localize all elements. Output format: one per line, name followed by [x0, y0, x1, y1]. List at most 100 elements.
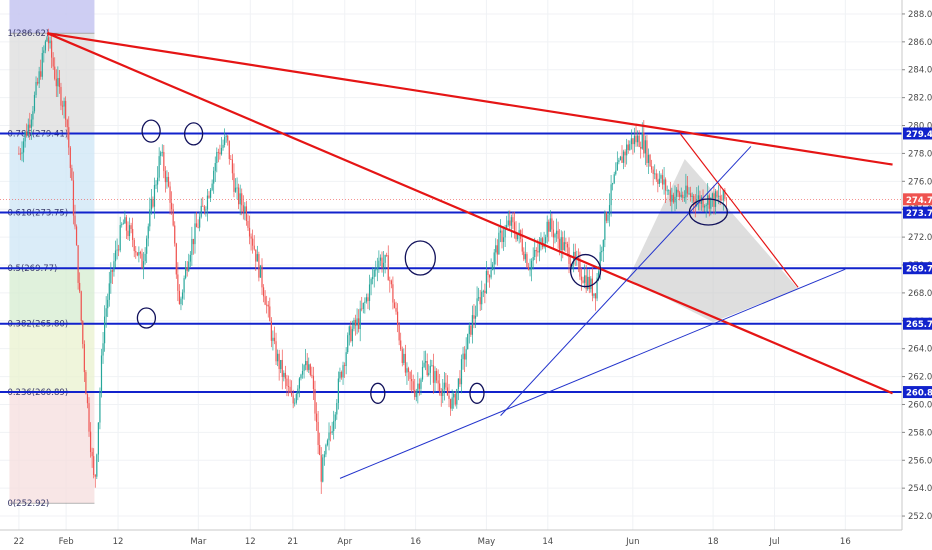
candle-body: [638, 135, 640, 148]
fib-band: [9, 212, 95, 269]
candle-body: [658, 178, 661, 184]
candle-body: [460, 359, 463, 385]
candle-body: [535, 249, 537, 252]
candle-body: [479, 297, 481, 305]
candle-body: [127, 230, 129, 237]
candle-body: [724, 189, 726, 199]
candle-body: [40, 71, 42, 77]
candle-body: [415, 391, 417, 398]
candle-body: [80, 291, 82, 321]
candle-body: [546, 221, 548, 238]
candle-body: [192, 238, 195, 245]
candle-body: [526, 254, 528, 267]
candle-body: [518, 230, 520, 235]
candle-body: [629, 144, 631, 151]
candle-body: [372, 276, 374, 280]
candle-body: [289, 386, 291, 393]
candle-body: [393, 302, 396, 308]
time-tick-label: 16: [410, 537, 421, 547]
candle-body: [596, 277, 598, 299]
price-label-box: [903, 206, 932, 219]
candle-body: [79, 282, 81, 292]
price-tick-label: 258.00: [908, 428, 932, 438]
candle-body: [19, 153, 22, 155]
candle-body: [453, 393, 455, 398]
candle-body: [654, 173, 656, 175]
candle-body: [364, 301, 366, 303]
candle-body: [456, 389, 458, 405]
candle-body: [71, 168, 73, 181]
candle-body: [309, 364, 311, 375]
candle-body: [529, 269, 531, 271]
candle-body: [693, 195, 695, 202]
candle-body: [347, 335, 349, 353]
candle-body: [719, 195, 721, 200]
candle-body: [506, 224, 508, 228]
candle-body: [510, 217, 512, 226]
candle-body: [605, 212, 608, 221]
price-tick-label: 260.00: [908, 400, 932, 410]
candle-body: [665, 179, 667, 191]
candle-body: [440, 391, 442, 396]
candle-body: [557, 230, 559, 239]
candle-body: [439, 383, 441, 392]
candle-body: [640, 147, 642, 149]
candle-body: [523, 251, 525, 260]
candle-body: [476, 298, 478, 316]
candle-body: [317, 421, 319, 445]
candle-body: [241, 193, 243, 206]
price-tick-label: 288.00: [908, 10, 932, 20]
candle-body: [18, 153, 20, 155]
candle-body: [208, 195, 210, 198]
candle-body: [487, 271, 489, 276]
candle-body: [130, 225, 132, 229]
time-tick-label: 14: [542, 537, 553, 547]
candle-body: [552, 229, 555, 238]
candle-body: [280, 359, 282, 370]
candle-body: [49, 40, 51, 44]
candle-body: [85, 372, 87, 395]
candle-body: [121, 224, 123, 226]
candle-body: [537, 251, 539, 253]
candle-body: [340, 371, 343, 378]
candle-body: [30, 119, 32, 128]
candle-body: [725, 198, 728, 200]
candle-body: [234, 187, 237, 192]
candle-body: [181, 292, 184, 299]
time-axis-bg: [0, 530, 932, 550]
candle-body: [446, 387, 449, 396]
candle-body: [253, 245, 255, 250]
trend-line: [47, 32, 893, 166]
candle-body: [516, 234, 519, 240]
candle-body: [72, 180, 75, 216]
time-axis: 22 Feb 12 Mar 12 21 Apr 16 May 14 Jun 18 Jul 16: [0, 529, 932, 550]
candle-body: [144, 253, 146, 262]
candle-body: [118, 249, 120, 251]
candle-body: [36, 81, 39, 84]
candle-body: [186, 267, 188, 271]
candle-body: [216, 151, 218, 163]
candle-body: [244, 206, 246, 213]
candle-body: [429, 365, 431, 373]
candle-body: [116, 249, 118, 251]
candle-body: [242, 205, 244, 213]
candle-body: [82, 320, 84, 345]
candle-body: [311, 374, 313, 376]
price-label-box: [903, 317, 932, 330]
candle-body: [554, 234, 556, 238]
candle-body: [451, 397, 453, 409]
candle-body: [348, 326, 350, 336]
candle-body: [214, 162, 216, 171]
candle-body: [99, 392, 101, 423]
candle-body: [647, 154, 650, 163]
price-tick-label: 280.00: [908, 122, 932, 132]
candle-body: [91, 452, 93, 457]
candle-body: [671, 194, 673, 202]
candle-body: [185, 267, 187, 279]
candle-body: [174, 225, 176, 244]
candle-body: [468, 325, 470, 335]
candle-body: [504, 227, 506, 238]
candle-body: [132, 228, 134, 240]
